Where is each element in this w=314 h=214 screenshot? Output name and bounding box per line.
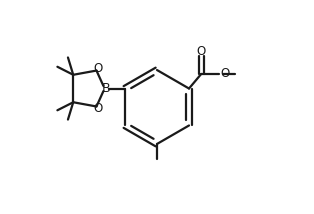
Text: O: O xyxy=(93,62,102,75)
Text: O: O xyxy=(93,102,102,115)
Text: O: O xyxy=(197,45,206,58)
Text: B: B xyxy=(102,82,110,95)
Text: O: O xyxy=(221,67,230,80)
